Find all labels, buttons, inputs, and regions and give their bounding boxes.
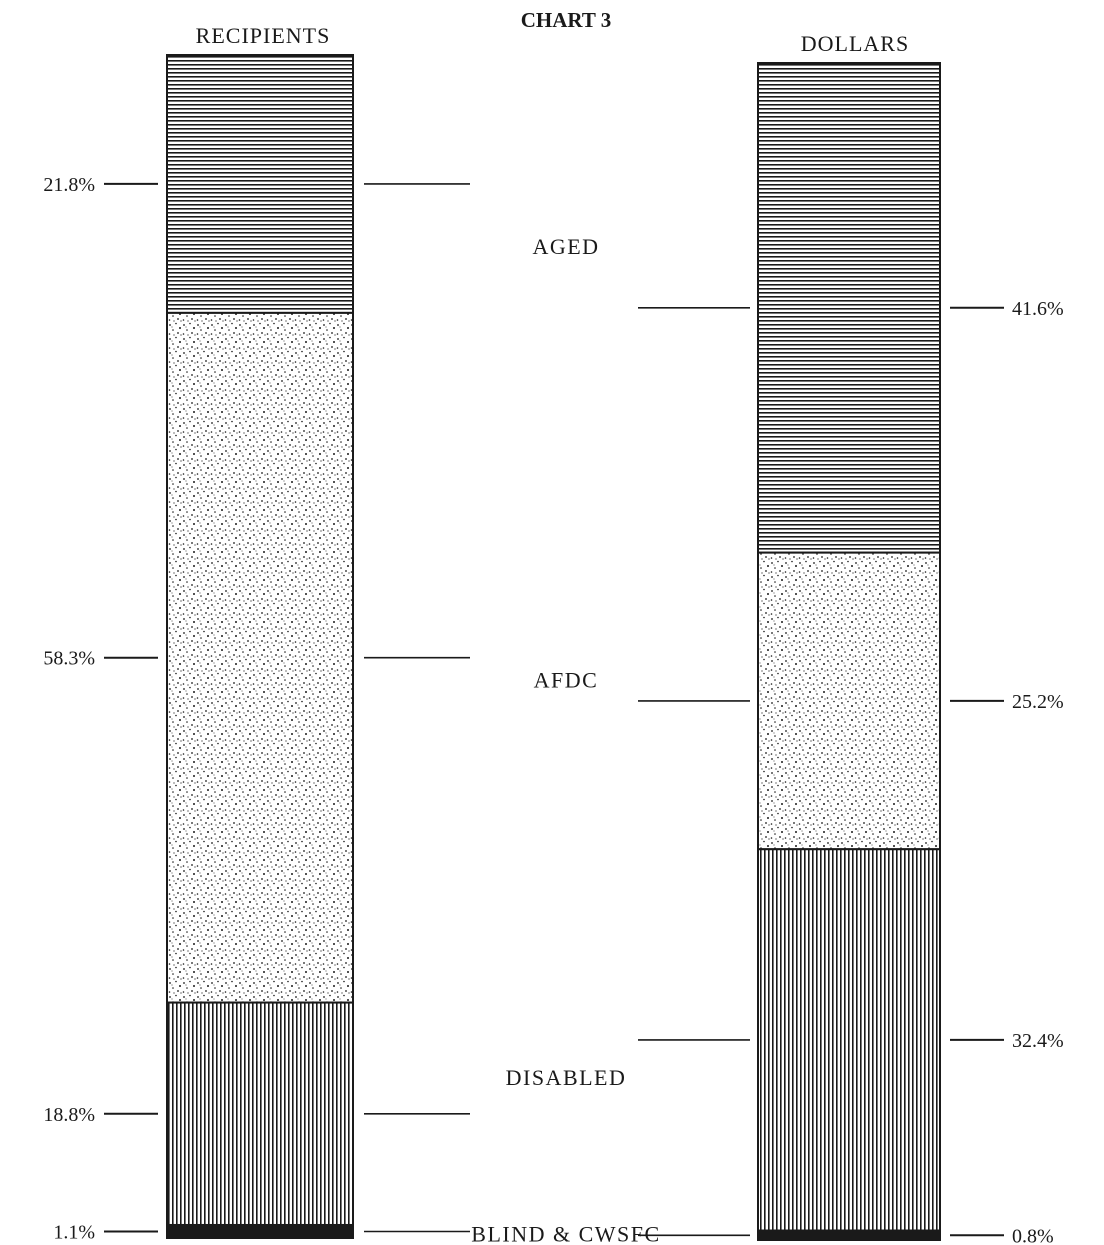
column-header-recipients: RECIPIENTS — [196, 23, 331, 48]
leader-lines — [104, 182, 1004, 1237]
bar-segment-dollars-blind-cwsfc — [757, 1229, 941, 1241]
chart-title: CHART 3 — [521, 8, 611, 32]
labels: RECIPIENTS 21.8% 58.3% 18.8% 1.1% DOLLARS 41.6… — [43, 23, 1063, 1245]
bar-segment-dollars-afdc — [757, 551, 941, 851]
data-label-dollars-afdc: 25.2% — [1012, 691, 1064, 713]
data-label-recipients-afdc: 58.3% — [43, 648, 95, 670]
legend-label-blind-cwsfc: BLIND & CWSFC — [471, 1221, 660, 1245]
bar-segment-recipients-blind-cwsfc — [166, 1223, 354, 1239]
data-label-recipients-aged: 21.8% — [43, 174, 95, 196]
bar-segment-recipients-afdc — [166, 311, 354, 1004]
bars — [166, 54, 941, 1241]
column-header-dollars: DOLLARS — [801, 31, 909, 56]
legend-label-disabled: DISABLED — [506, 1065, 627, 1090]
data-label-recipients-disabled: 18.8% — [43, 1104, 95, 1126]
data-label-dollars-disabled: 32.4% — [1012, 1030, 1064, 1052]
data-label-recipients-blind-cwsfc: 1.1% — [53, 1222, 95, 1244]
bar-segment-recipients-aged — [166, 54, 354, 314]
legend-label-afdc: AFDC — [534, 667, 599, 692]
bar-segment-dollars-disabled — [757, 848, 941, 1232]
legend-label-aged: AGED — [532, 234, 599, 259]
bar-segment-recipients-disabled — [166, 1001, 354, 1226]
data-label-dollars-blind-cwsfc: 0.8% — [1012, 1225, 1054, 1245]
bar-segment-dollars-aged — [757, 62, 941, 554]
data-label-dollars-aged: 41.6% — [1012, 298, 1064, 320]
